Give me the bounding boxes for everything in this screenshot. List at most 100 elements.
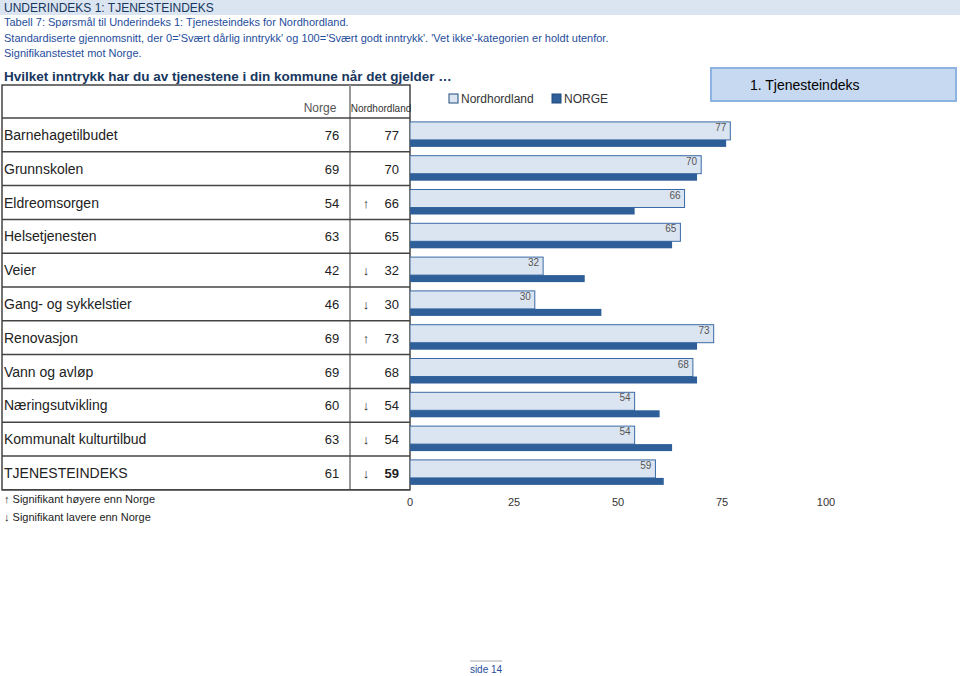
bar bbox=[410, 377, 697, 384]
significance-arrow: ↑ bbox=[363, 331, 370, 346]
table-row-line bbox=[2, 320, 410, 322]
table-row-line bbox=[2, 489, 410, 491]
table-value: 66 bbox=[385, 196, 399, 211]
bar bbox=[410, 343, 697, 350]
bar bbox=[410, 275, 585, 282]
legend-swatch bbox=[449, 94, 458, 103]
page-number: side 14 bbox=[470, 664, 503, 675]
table-frame bbox=[2, 85, 410, 490]
table-value: 61 bbox=[325, 466, 339, 481]
table-value: 63 bbox=[325, 229, 339, 244]
row-label: Helsetjenesten bbox=[4, 228, 97, 244]
table-row-line bbox=[2, 151, 410, 153]
table-value: 68 bbox=[385, 365, 399, 380]
significance-arrow: ↓ bbox=[363, 297, 370, 312]
significance-arrow: ↓ bbox=[363, 466, 370, 481]
row-label: Veier bbox=[4, 262, 36, 278]
bar bbox=[410, 174, 697, 181]
table-row-line bbox=[2, 455, 410, 457]
table-value: 69 bbox=[325, 331, 339, 346]
x-tick-label: 50 bbox=[612, 496, 624, 508]
table-row-line bbox=[2, 219, 410, 221]
row-label: Næringsutvikling bbox=[4, 397, 107, 413]
subtitle-line: Standardiserte gjennomsnitt, der 0='Svær… bbox=[4, 32, 608, 44]
subtitle-line: Signifikanstestet mot Norge. bbox=[4, 47, 142, 59]
table-value: 69 bbox=[325, 162, 339, 177]
legend-swatch bbox=[552, 94, 561, 103]
row-label: Grunnskolen bbox=[4, 161, 83, 177]
data-label: 73 bbox=[699, 325, 711, 336]
bar bbox=[410, 478, 664, 485]
row-label: Barnehagetilbudet bbox=[4, 127, 118, 143]
bar bbox=[410, 241, 672, 248]
table-value: 69 bbox=[325, 365, 339, 380]
row-label: Renovasjon bbox=[4, 330, 78, 346]
table-value: 70 bbox=[385, 162, 399, 177]
data-label: 54 bbox=[620, 426, 632, 437]
bar bbox=[410, 325, 714, 343]
banner-bg bbox=[0, 0, 960, 15]
x-tick-label: 100 bbox=[817, 496, 835, 508]
table-row-line bbox=[2, 354, 410, 356]
bar bbox=[410, 291, 535, 309]
table-value: 54 bbox=[325, 196, 339, 211]
bar bbox=[410, 208, 635, 215]
significance-arrow: ↑ bbox=[363, 196, 370, 211]
question: Hvilket inntrykk har du av tjenestene i … bbox=[4, 69, 452, 84]
bar bbox=[410, 410, 660, 417]
table-value: 77 bbox=[385, 128, 399, 143]
table-value: 63 bbox=[325, 432, 339, 447]
bar bbox=[410, 444, 672, 451]
data-label: 70 bbox=[686, 156, 698, 167]
x-tick-label: 0 bbox=[407, 496, 413, 508]
significance-arrow: ↓ bbox=[363, 263, 370, 278]
data-label: 59 bbox=[640, 460, 652, 471]
bar bbox=[410, 460, 655, 478]
data-label: 54 bbox=[620, 392, 632, 403]
bar bbox=[410, 140, 726, 147]
footnote: ↓ Signifikant lavere enn Norge bbox=[4, 511, 151, 523]
table-value: 65 bbox=[385, 229, 399, 244]
x-tick-label: 25 bbox=[508, 496, 520, 508]
table-row-line bbox=[2, 117, 410, 119]
bar bbox=[410, 156, 701, 174]
bar bbox=[410, 392, 635, 410]
row-label: Gang- og sykkelstier bbox=[4, 296, 132, 312]
row-label: Kommunalt kulturtilbud bbox=[4, 431, 146, 447]
row-label: TJENESTEINDEKS bbox=[4, 465, 128, 481]
x-tick-label: 75 bbox=[716, 496, 728, 508]
table-header: Nordhordland bbox=[351, 103, 412, 114]
table-value: 59 bbox=[385, 466, 399, 481]
page: UNDERINDEKS 1: TJENESTEINDEKSTabell 7: S… bbox=[0, 0, 960, 676]
table-row-line bbox=[2, 252, 410, 254]
bar bbox=[410, 223, 680, 241]
table-value: 54 bbox=[385, 432, 399, 447]
table-header: Norge bbox=[304, 101, 337, 115]
bar bbox=[410, 122, 730, 140]
data-label: 68 bbox=[678, 359, 690, 370]
data-label: 32 bbox=[528, 257, 540, 268]
bar bbox=[410, 190, 685, 208]
table-value: 54 bbox=[385, 398, 399, 413]
table-value: 30 bbox=[385, 297, 399, 312]
table-value: 42 bbox=[325, 263, 339, 278]
background bbox=[0, 0, 960, 676]
table-row-line bbox=[2, 388, 410, 390]
subtitle-line: Tabell 7: Spørsmål til Underindeks 1: Tj… bbox=[4, 16, 349, 28]
bar bbox=[410, 257, 543, 275]
index-box bbox=[711, 68, 956, 101]
table-value: 60 bbox=[325, 398, 339, 413]
table-value: 76 bbox=[325, 128, 339, 143]
table-value: 46 bbox=[325, 297, 339, 312]
significance-arrow: ↓ bbox=[363, 432, 370, 447]
table-value: 32 bbox=[385, 263, 399, 278]
bar bbox=[410, 309, 601, 316]
significance-arrow: ↓ bbox=[363, 398, 370, 413]
table-row-line bbox=[2, 421, 410, 423]
legend-label: NORGE bbox=[564, 92, 608, 106]
table-row-line bbox=[2, 286, 410, 288]
data-label: 66 bbox=[669, 190, 681, 201]
bar bbox=[410, 359, 693, 377]
footnote: ↑ Signifikant høyere enn Norge bbox=[4, 493, 155, 505]
bar bbox=[410, 426, 635, 444]
